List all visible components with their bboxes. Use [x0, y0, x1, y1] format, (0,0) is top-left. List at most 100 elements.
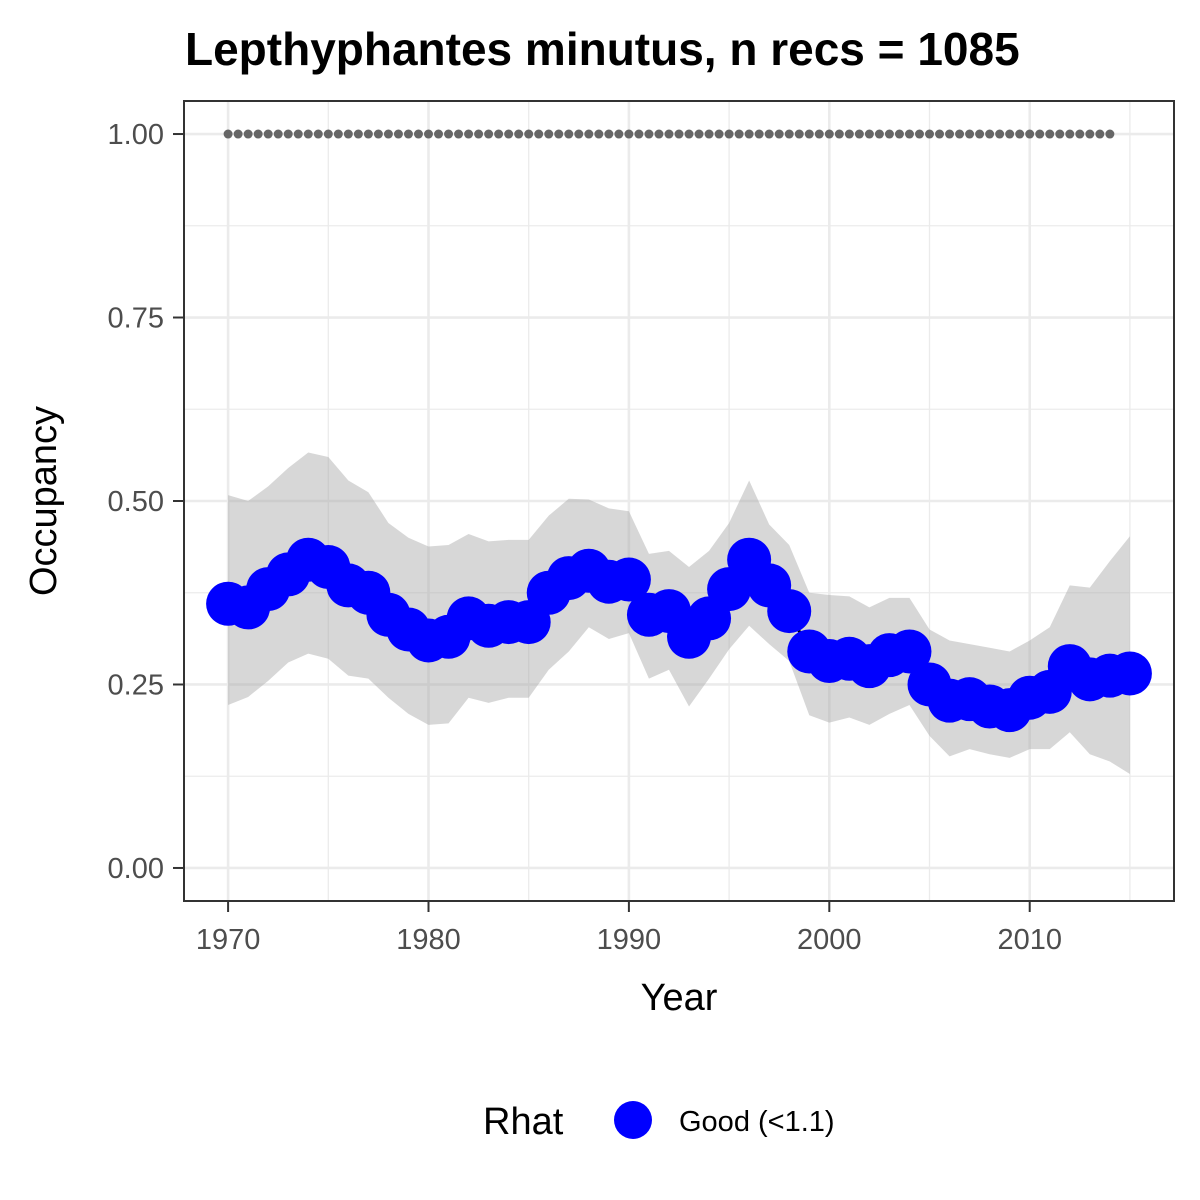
- reference-dot: [724, 129, 734, 139]
- reference-dot: [1065, 129, 1075, 139]
- reference-dot: [253, 129, 263, 139]
- reference-dot: [474, 129, 484, 139]
- reference-dot: [574, 129, 584, 139]
- reference-dot: [774, 129, 784, 139]
- data-point: [1107, 651, 1152, 696]
- reference-dot: [704, 129, 714, 139]
- reference-dot: [594, 129, 604, 139]
- reference-dot: [223, 129, 233, 139]
- reference-dot: [1075, 129, 1085, 139]
- reference-dot: [434, 129, 444, 139]
- legend: Rhat Good (<1.1): [483, 1101, 835, 1143]
- reference-dot: [664, 129, 674, 139]
- x-tick-label: 1990: [597, 924, 662, 956]
- reference-dot: [834, 129, 844, 139]
- reference-dot: [373, 129, 383, 139]
- reference-dot: [243, 129, 253, 139]
- reference-dot: [544, 129, 554, 139]
- reference-dot: [263, 129, 273, 139]
- reference-dot: [614, 129, 624, 139]
- reference-dot: [504, 129, 514, 139]
- reference-dot: [995, 129, 1005, 139]
- reference-dot: [1025, 129, 1035, 139]
- legend-title: Rhat: [483, 1101, 564, 1143]
- reference-dot: [444, 129, 454, 139]
- x-tick-label: 2000: [797, 924, 862, 956]
- reference-dot: [624, 129, 634, 139]
- reference-dot: [1085, 129, 1095, 139]
- reference-dot: [1055, 129, 1065, 139]
- reference-dot: [1095, 129, 1105, 139]
- y-tick-label: 0.50: [108, 486, 164, 518]
- reference-dot: [233, 129, 243, 139]
- legend-key-circle: [614, 1101, 652, 1139]
- reference-dot: [524, 129, 534, 139]
- reference-dot: [413, 129, 423, 139]
- y-axis-title: Occupancy: [23, 406, 65, 596]
- reference-dot: [985, 129, 995, 139]
- reference-dot: [323, 129, 333, 139]
- reference-dot: [744, 129, 754, 139]
- reference-dot: [904, 129, 914, 139]
- reference-dot: [965, 129, 975, 139]
- reference-dot: [694, 129, 704, 139]
- y-tick-label: 1.00: [108, 119, 164, 151]
- reference-line: [223, 129, 1115, 139]
- chart-title: Lepthyphantes minutus, n recs = 1085: [185, 23, 1020, 75]
- reference-dot: [1015, 129, 1025, 139]
- reference-dot: [554, 129, 564, 139]
- reference-dot: [674, 129, 684, 139]
- reference-dot: [584, 129, 594, 139]
- reference-dot: [764, 129, 774, 139]
- reference-dot: [914, 129, 924, 139]
- data-points: [206, 537, 1152, 733]
- reference-dot: [534, 129, 544, 139]
- reference-dot: [814, 129, 824, 139]
- reference-dot: [1045, 129, 1055, 139]
- y-tick-label: 0.75: [108, 303, 164, 335]
- reference-dot: [854, 129, 864, 139]
- y-tick-label: 0.25: [108, 669, 164, 701]
- reference-dot: [1105, 129, 1115, 139]
- x-tick-label: 1970: [196, 924, 261, 956]
- x-tick-label: 1980: [396, 924, 461, 956]
- grid-lines: [184, 101, 1174, 901]
- reference-dot: [884, 129, 894, 139]
- reference-dot: [734, 129, 744, 139]
- reference-dot: [454, 129, 464, 139]
- reference-dot: [844, 129, 854, 139]
- x-axis-title: Year: [641, 977, 718, 1019]
- reference-dot: [313, 129, 323, 139]
- reference-dot: [564, 129, 574, 139]
- reference-dot: [714, 129, 724, 139]
- reference-dot: [684, 129, 694, 139]
- reference-dot: [864, 129, 874, 139]
- reference-dot: [353, 129, 363, 139]
- reference-dot: [874, 129, 884, 139]
- legend-label: Good (<1.1): [679, 1106, 835, 1138]
- y-tick-label: 0.00: [108, 853, 164, 885]
- reference-dot: [925, 129, 935, 139]
- reference-dot: [283, 129, 293, 139]
- reference-dot: [644, 129, 654, 139]
- reference-dot: [894, 129, 904, 139]
- reference-dot: [343, 129, 353, 139]
- reference-dot: [975, 129, 985, 139]
- reference-dot: [514, 129, 524, 139]
- reference-dot: [333, 129, 343, 139]
- reference-dot: [794, 129, 804, 139]
- axes: 1970 1980 1990 2000 2010 0.00 0.25 0.50 0.75 1.00: [108, 119, 1062, 956]
- reference-dot: [935, 129, 945, 139]
- reference-dot: [363, 129, 373, 139]
- reference-dot: [955, 129, 965, 139]
- reference-dot: [464, 129, 474, 139]
- reference-dot: [494, 129, 504, 139]
- reference-dot: [383, 129, 393, 139]
- reference-dot: [293, 129, 303, 139]
- reference-dot: [1035, 129, 1045, 139]
- data-point: [767, 589, 812, 634]
- reference-dot: [393, 129, 403, 139]
- reference-dot: [1005, 129, 1015, 139]
- reference-dot: [484, 129, 494, 139]
